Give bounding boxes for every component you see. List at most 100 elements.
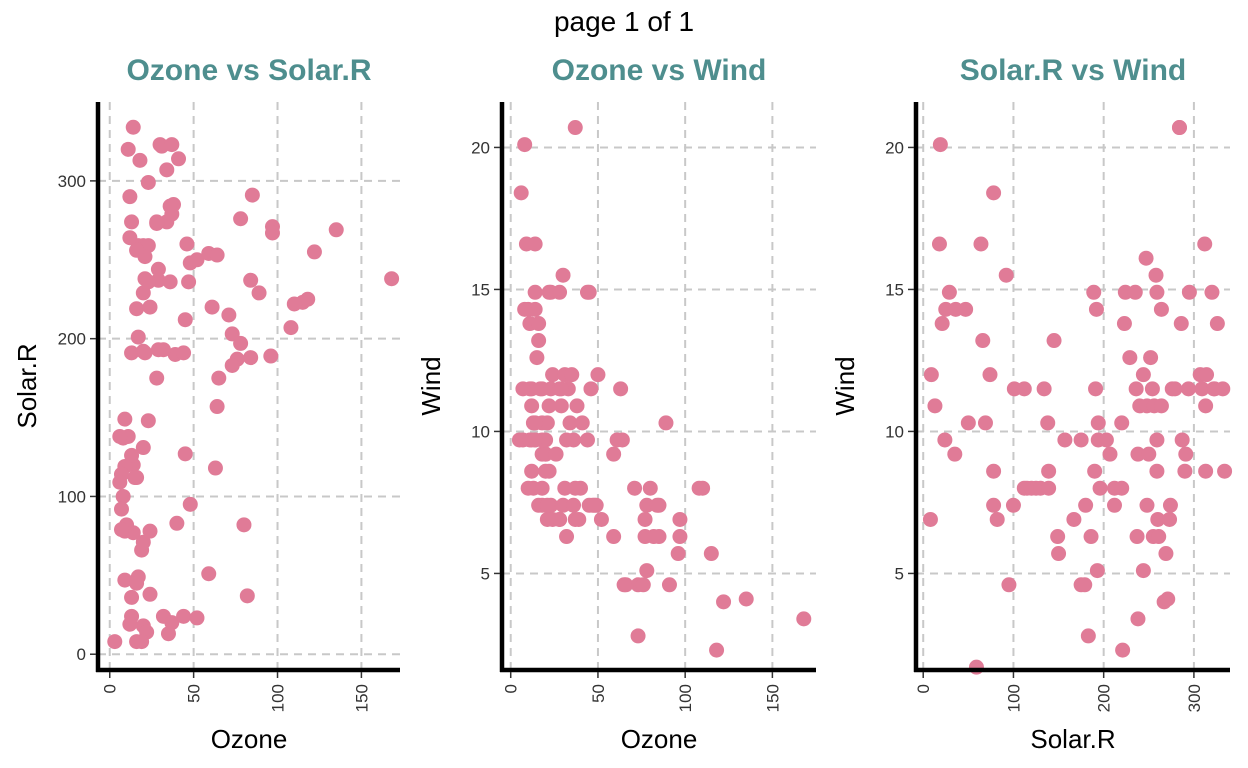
data-point (129, 575, 145, 591)
data-point (1050, 529, 1066, 545)
data-point (127, 470, 143, 486)
data-point (1088, 301, 1104, 317)
data-point (1148, 267, 1164, 283)
data-point (1078, 497, 1094, 513)
y-tick-label: 300 (58, 172, 86, 191)
data-point (124, 589, 140, 605)
data-point (1138, 250, 1154, 266)
data-point (1073, 432, 1089, 448)
data-point (564, 367, 580, 383)
data-point (182, 496, 198, 512)
data-point (637, 511, 653, 527)
data-point (211, 370, 227, 386)
y-tick-label: 20 (885, 138, 904, 157)
data-point (130, 329, 146, 345)
x-tick-label: 150 (763, 684, 782, 712)
data-point (1209, 316, 1225, 332)
data-point (124, 447, 140, 463)
data-point (239, 588, 255, 604)
data-point (574, 415, 590, 431)
data-point (1173, 316, 1189, 332)
data-point (539, 415, 555, 431)
y-tick-label: 200 (58, 330, 86, 349)
data-point (1139, 497, 1155, 513)
y-axis-title: Wind (830, 356, 860, 415)
data-point (122, 616, 138, 632)
y-tick-label: 15 (885, 280, 904, 299)
data-point (527, 415, 543, 431)
data-point (129, 301, 145, 317)
data-point (520, 480, 536, 496)
data-point (517, 301, 533, 317)
data-point (539, 497, 555, 513)
data-point (1127, 284, 1143, 300)
data-point (1086, 284, 1102, 300)
data-point (566, 432, 582, 448)
data-point (593, 511, 609, 527)
data-point (1149, 432, 1165, 448)
data-point (986, 463, 1002, 479)
data-point (927, 398, 943, 414)
data-point (166, 197, 181, 213)
data-point (1116, 316, 1132, 332)
data-point (1087, 463, 1103, 479)
data-point (113, 522, 129, 538)
data-point (545, 367, 561, 383)
data-point (224, 357, 240, 373)
data-point (122, 230, 138, 246)
data-point (1088, 381, 1104, 397)
data-point (581, 284, 597, 300)
data-point (566, 497, 582, 513)
data-point (306, 244, 322, 260)
data-point (1036, 381, 1052, 397)
data-point (1153, 398, 1169, 414)
data-point (630, 628, 646, 644)
data-point (609, 432, 625, 448)
data-point (1149, 463, 1165, 479)
data-point (931, 236, 947, 252)
data-point (661, 577, 677, 593)
y-tick-label: 20 (471, 138, 490, 157)
data-point (189, 610, 205, 626)
data-point (129, 242, 145, 258)
data-point (552, 284, 568, 300)
data-point (606, 529, 622, 545)
data-point (142, 299, 158, 315)
data-point (251, 285, 267, 301)
data-point (548, 446, 564, 462)
data-point (300, 291, 316, 307)
y-axis-title: Wind (416, 356, 446, 415)
data-point (1102, 446, 1118, 462)
data-point (569, 398, 585, 414)
y-tick-label: 10 (885, 422, 904, 441)
data-point (1198, 398, 1214, 414)
data-point (639, 497, 655, 513)
data-point (176, 608, 192, 624)
data-point (1130, 446, 1146, 462)
data-point (1041, 463, 1057, 479)
data-point (201, 566, 217, 582)
data-point (236, 517, 252, 533)
data-point (1160, 591, 1176, 607)
data-point (941, 284, 957, 300)
data-point (559, 529, 575, 545)
x-tick-label: 300 (1185, 684, 1204, 712)
data-point (209, 247, 225, 263)
data-point (1089, 563, 1105, 579)
data-point (639, 563, 655, 579)
data-point (989, 511, 1005, 527)
data-point (1198, 463, 1214, 479)
data-point (553, 381, 569, 397)
data-point (263, 348, 279, 364)
data-point (937, 432, 953, 448)
data-point (1162, 497, 1178, 513)
data-point (1174, 432, 1190, 448)
data-point (571, 511, 587, 527)
data-point (527, 301, 543, 317)
data-point (283, 320, 299, 336)
data-point (1128, 381, 1144, 397)
data-point (1077, 577, 1093, 593)
data-point (132, 152, 148, 168)
x-axis-title: Solar.R (1030, 724, 1115, 754)
data-point (527, 236, 543, 252)
